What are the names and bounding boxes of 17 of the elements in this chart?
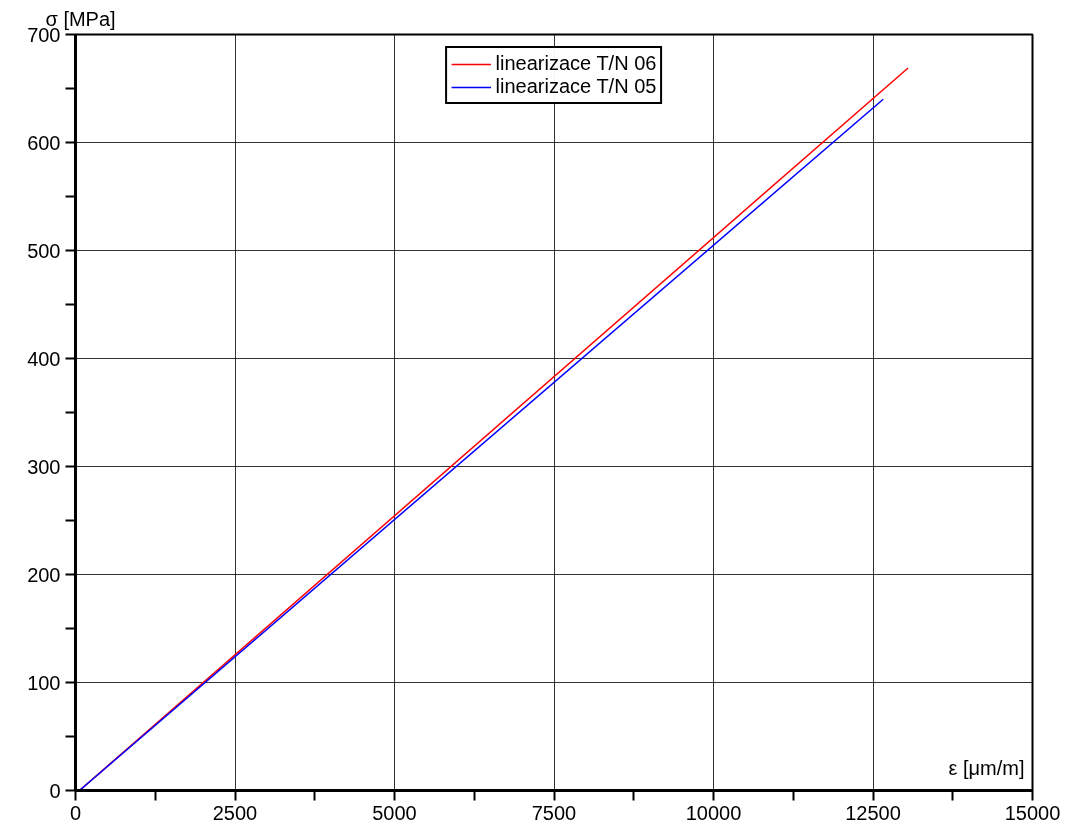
y-tick-label: 500	[27, 239, 61, 262]
x-tick-label: 15000	[1004, 801, 1061, 824]
x-tick-label: 10000	[685, 801, 742, 824]
y-tick-label: 200	[27, 563, 61, 586]
y-tick-label: 300	[27, 455, 61, 478]
y-tick-label: 400	[27, 347, 61, 370]
legend-label: linearizace T/N 06	[495, 52, 657, 75]
legend-label: linearizace T/N 05	[495, 75, 657, 98]
y-tick-label: 600	[27, 131, 61, 154]
x-tick-label: 0	[69, 801, 82, 824]
x-tick-label: 7500	[531, 801, 577, 824]
x-tick-label: 2500	[212, 801, 258, 824]
x-tick-label: 12500	[845, 801, 901, 824]
x-axis-title: ε [μm/m]	[948, 756, 1025, 779]
y-tick-label: 0	[49, 779, 61, 802]
x-tick-label: 5000	[372, 801, 417, 824]
y-tick-label: 100	[27, 671, 61, 694]
